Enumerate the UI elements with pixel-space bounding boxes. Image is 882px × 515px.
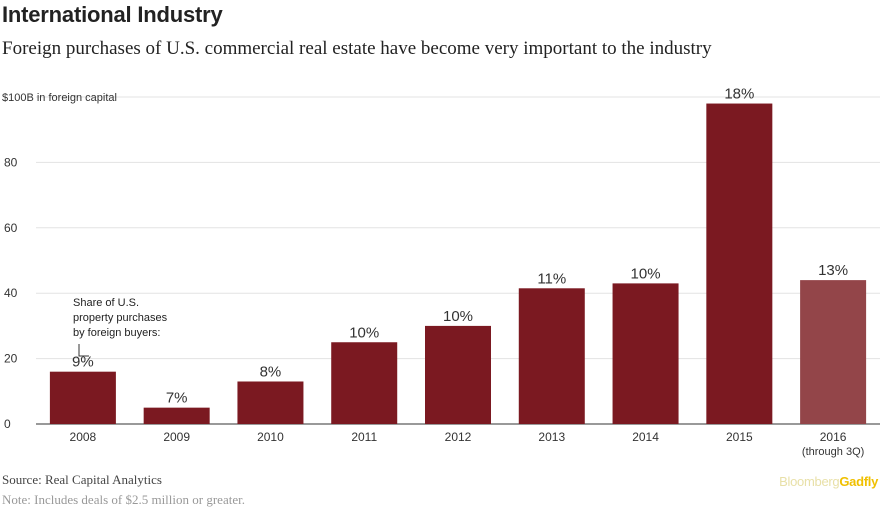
x-tick-label: 2012 — [445, 430, 472, 444]
data-label: 10% — [631, 265, 661, 282]
data-label: 13% — [818, 262, 848, 279]
data-label: 7% — [166, 390, 188, 407]
brand-name-part2: Gadfly — [839, 474, 878, 489]
data-label: 10% — [349, 324, 379, 341]
brand-logo: BloombergGadfly — [779, 474, 878, 489]
bar-chart: 0 20 40 60 80 $100B in foreign capital 9% 2008 7… — [2, 86, 880, 458]
bar — [237, 381, 304, 424]
x-tick-label: 2011 — [351, 430, 377, 444]
data-label: 18% — [724, 86, 754, 103]
bar — [143, 407, 210, 424]
bar — [518, 288, 585, 424]
data-label: 9% — [72, 354, 94, 371]
x-tick-label: 2008 — [70, 430, 97, 444]
bar — [706, 103, 773, 424]
x-tick-label: 2016 — [820, 430, 847, 444]
chart-subtitle: Foreign purchases of U.S. commercial rea… — [2, 38, 712, 59]
annotation-text: Share of U.S. — [73, 297, 139, 309]
x-tick-label: 2010 — [257, 430, 284, 444]
annotation-text: by foreign buyers: — [73, 327, 160, 339]
x-tick-sublabel: (through 3Q) — [802, 446, 864, 458]
x-tick-label: 2013 — [538, 430, 565, 444]
y-axis-label: $100B in foreign capital — [2, 92, 117, 104]
bar — [425, 325, 491, 424]
bar — [800, 280, 867, 424]
data-label: 8% — [260, 363, 282, 380]
data-label: 10% — [443, 308, 473, 325]
y-tick-label: 20 — [4, 352, 18, 366]
footnote: Note: Includes deals of $2.5 million or … — [2, 492, 245, 507]
x-tick-label: 2014 — [632, 430, 659, 444]
annotation-connector — [78, 344, 89, 357]
bar — [612, 283, 679, 424]
data-label: 11% — [537, 270, 566, 287]
brand-name-part1: Bloomberg — [779, 474, 840, 489]
source-note: Source: Real Capital Analytics — [2, 472, 162, 487]
y-tick-label: 40 — [4, 286, 18, 300]
y-tick-label: 60 — [4, 221, 18, 235]
x-tick-label: 2015 — [726, 430, 753, 444]
chart-title: International Industry — [2, 2, 223, 27]
bar — [331, 342, 398, 424]
y-tick-label: 0 — [4, 417, 11, 431]
bar — [49, 371, 116, 424]
x-tick-label: 2009 — [163, 430, 190, 444]
annotation-text: property purchases — [73, 312, 168, 324]
y-tick-label: 80 — [4, 155, 18, 169]
